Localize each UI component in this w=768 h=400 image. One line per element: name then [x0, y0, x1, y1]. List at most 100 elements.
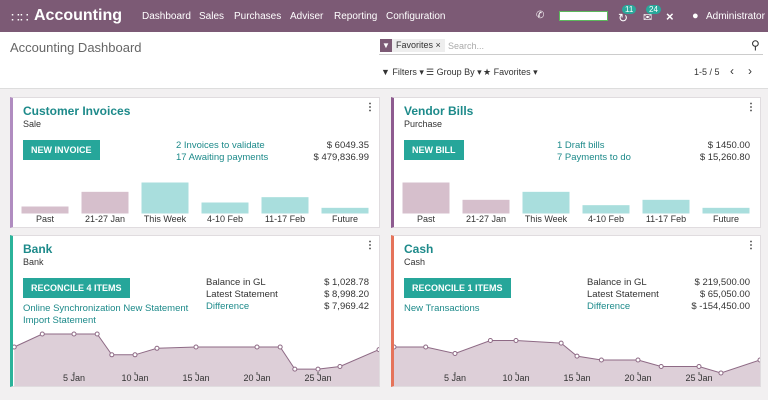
- phone-icon[interactable]: ✆: [536, 10, 545, 21]
- x-tick-label: 5 Jan: [63, 373, 85, 383]
- user-name[interactable]: Administrator: [706, 11, 765, 22]
- menu-item[interactable]: Dashboard: [142, 11, 191, 22]
- search-icon[interactable]: ⚲: [751, 38, 760, 52]
- x-tick-label: 10 Jan: [121, 373, 148, 383]
- x-tick-label: 10 Jan: [502, 373, 529, 383]
- card-button[interactable]: RECONCILE 1 ITEMS: [404, 278, 511, 298]
- card-button[interactable]: NEW INVOICE: [23, 140, 100, 160]
- card-menu[interactable]: ⋮: [746, 102, 756, 113]
- card-link[interactable]: 17 Awaiting payments: [176, 152, 269, 163]
- point: [574, 353, 580, 359]
- row-amount: $ 8,998.20: [324, 289, 369, 300]
- point: [452, 351, 458, 356]
- search-placeholder[interactable]: Search...: [448, 41, 485, 51]
- point: [39, 331, 45, 337]
- card-link[interactable]: New Transactions: [404, 303, 480, 314]
- bar: [461, 198, 511, 215]
- chart: 5 Jan 10 Jan 15 Jan 20 Jan 25 Jan: [394, 338, 760, 386]
- card-subtitle: Cash: [404, 257, 426, 267]
- row-amount: $ -154,450.00: [691, 301, 750, 312]
- card-subtitle: Sale: [23, 119, 42, 129]
- card: 5 Jan 10 Jan 15 Jan 20 Jan 25 Jan Cash Cash ⋮ RE…: [391, 235, 761, 387]
- point: [376, 347, 379, 353]
- x-tick-label: 20 Jan: [624, 373, 651, 383]
- bar: [140, 181, 190, 215]
- card-menu[interactable]: ⋮: [365, 240, 375, 251]
- point: [254, 344, 260, 350]
- x-tick-label: This Week: [144, 214, 187, 224]
- search-box[interactable]: [379, 38, 763, 55]
- user-icon[interactable]: ●: [692, 10, 699, 22]
- chart: 5 Jan 10 Jan 15 Jan 20 Jan 25 Jan: [13, 331, 379, 386]
- row-amount: $ 1,028.78: [324, 277, 369, 288]
- point: [423, 344, 429, 350]
- card-menu[interactable]: ⋮: [746, 240, 756, 251]
- point: [635, 357, 641, 363]
- area: [14, 334, 379, 386]
- activity-icon[interactable]: ↻: [618, 11, 629, 25]
- point: [109, 352, 115, 358]
- facet-label: Favorites: [396, 40, 434, 50]
- card-link[interactable]: 1 Draft bills: [557, 140, 605, 151]
- pager-prev[interactable]: ‹: [730, 64, 734, 78]
- menu-item[interactable]: Sales: [199, 11, 225, 22]
- menu-item[interactable]: Reporting: [334, 11, 378, 22]
- breadcrumb: Accounting Dashboard: [10, 40, 142, 55]
- point: [94, 331, 100, 337]
- x-tick-label: Past: [417, 214, 436, 224]
- chat-icon[interactable]: ✉: [643, 12, 653, 24]
- card-title[interactable]: Vendor Bills: [404, 104, 474, 118]
- favorites[interactable]: ★ Favorites ▾: [483, 67, 538, 77]
- x-tick-label: 11-17 Feb: [646, 214, 686, 224]
- x-tick-label: 4-10 Feb: [588, 214, 624, 224]
- card-link[interactable]: 7 Payments to do: [557, 152, 631, 163]
- close-icon[interactable]: ×: [666, 9, 674, 24]
- row-label: Latest Statement: [206, 289, 278, 300]
- x-tick-label: 21-27 Jan: [466, 214, 506, 224]
- facet-icon: ▼: [380, 39, 392, 52]
- pager-next[interactable]: ›: [748, 64, 752, 78]
- menu-item[interactable]: Adviser: [290, 11, 324, 22]
- card-button[interactable]: RECONCILE 4 ITEMS: [23, 278, 130, 298]
- card-link[interactable]: Online Synchronization New Statement: [23, 303, 189, 314]
- group-by[interactable]: ☰ Group By ▾: [426, 67, 482, 77]
- x-tick-label: 5 Jan: [444, 373, 466, 383]
- point: [598, 357, 604, 363]
- menu-item[interactable]: Purchases: [234, 11, 282, 22]
- row-amount: $ 65,050.00: [699, 289, 750, 300]
- point: [757, 357, 760, 363]
- bar: [521, 190, 571, 215]
- card-title[interactable]: Bank: [23, 242, 53, 256]
- control-panel: Accounting Dashboard ▼ Favorites × Searc…: [0, 32, 768, 89]
- apps-icon[interactable]: ∷∷: [11, 9, 29, 25]
- menu-item[interactable]: Configuration: [386, 11, 446, 22]
- x-tick-label: Future: [332, 214, 358, 224]
- app-name[interactable]: Accounting: [34, 7, 122, 24]
- bar: [200, 201, 250, 215]
- chart: Past 21-27 Jan This Week 4-10 Feb 11-17 Feb F…: [20, 181, 370, 224]
- bar: [401, 181, 451, 215]
- card-link[interactable]: 2 Invoices to validate: [176, 140, 265, 151]
- row-label: Latest Statement: [587, 289, 659, 300]
- filters[interactable]: ▼ Filters ▾: [381, 67, 424, 77]
- point: [337, 364, 343, 369]
- card: Past 21-27 Jan This Week 4-10 Feb 11-17 Feb F…: [10, 97, 380, 228]
- card-menu[interactable]: ⋮: [365, 102, 375, 113]
- card-title[interactable]: Customer Invoices: [23, 104, 131, 118]
- bar: [641, 198, 691, 215]
- row-amount: $ 219,500.00: [694, 277, 750, 288]
- row-amount: $ 1450.00: [707, 140, 750, 151]
- card-link[interactable]: Difference: [587, 301, 631, 312]
- point: [487, 338, 493, 343]
- group-by-label: Group By: [436, 67, 475, 77]
- facet[interactable]: Favorites ×: [392, 39, 445, 52]
- card-link[interactable]: Import Statement: [23, 315, 96, 326]
- filters-label: Filters: [392, 67, 417, 77]
- line: [14, 333, 379, 370]
- card-title[interactable]: Cash: [404, 242, 434, 256]
- card-link[interactable]: Difference: [206, 301, 250, 312]
- card-button[interactable]: NEW BILL: [404, 140, 464, 160]
- x-tick-label: 21-27 Jan: [85, 214, 125, 224]
- point: [277, 344, 283, 350]
